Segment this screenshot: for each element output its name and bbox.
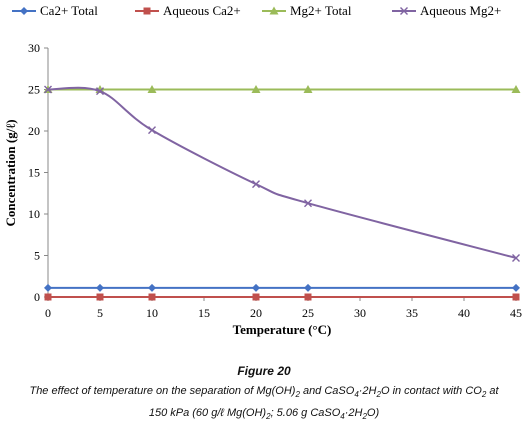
legend-item-aqueous-ca2: Aqueous Ca2+ <box>135 3 241 18</box>
data-point-aqueous-mg2 <box>96 87 104 96</box>
data-point-aqueous-mg2 <box>44 85 52 94</box>
caption-subscript: 2 <box>295 390 300 400</box>
legend-label: Aqueous Ca2+ <box>163 3 241 18</box>
legend-marker <box>269 6 279 15</box>
x-tick-label: 5 <box>97 306 103 320</box>
series-line-aqueous-mg2 <box>47 86 517 259</box>
legend-label: Aqueous Mg2+ <box>420 3 501 18</box>
y-tick-label: 0 <box>34 290 40 304</box>
y-axis-title: Concentration (g/ℓ) <box>3 119 18 226</box>
ticks: 0 5 10 15 20 25 30 35 40 45 0 5 10 15 20 25 30 <box>28 41 522 320</box>
x-tick-label: 0 <box>45 306 51 320</box>
series-layer <box>43 85 521 301</box>
data-point-aqueous-ca2 <box>512 293 520 301</box>
x-tick-label: 35 <box>406 306 418 320</box>
data-point-aqueous-ca2 <box>304 293 312 301</box>
caption-text: O) <box>366 407 380 420</box>
data-point-ca2-total <box>304 283 312 292</box>
legend-marker <box>143 7 151 15</box>
data-point-mg2-total <box>251 85 261 93</box>
caption-subscript: 2 <box>376 390 381 400</box>
legend-label: Mg2+ Total <box>290 3 352 18</box>
caption-text: O in contact with CO <box>380 385 482 397</box>
y-tick-label: 20 <box>28 124 40 138</box>
data-point-aqueous-ca2 <box>252 293 260 301</box>
data-point-aqueous-ca2 <box>148 293 156 301</box>
caption-subscript: 2 <box>266 412 271 422</box>
x-tick-label: 25 <box>302 306 314 320</box>
caption-text: ; 5.06 g CaSO <box>270 407 341 420</box>
series-aqueous-mg2 <box>44 85 520 262</box>
chart: Ca2+ Total Aqueous Ca2+ Mg2+ Total Aqueous … <box>3 3 522 337</box>
legend: Ca2+ Total Aqueous Ca2+ Mg2+ Total Aqueous … <box>12 3 501 18</box>
caption-text: ·2H <box>358 385 377 397</box>
figure-caption: Figure 20 The effect of temperature on t… <box>0 364 528 426</box>
caption-text: 150 kPa (60 g/ℓ Mg(OH) <box>148 407 267 420</box>
figure-label: Figure 20 <box>237 364 291 378</box>
legend-item-ca2-total: Ca2+ Total <box>12 3 98 18</box>
data-point-aqueous-mg2 <box>512 253 520 262</box>
legend-label: Ca2+ Total <box>40 3 98 18</box>
data-point-aqueous-ca2 <box>96 293 104 301</box>
legend-marker <box>20 7 28 15</box>
data-point-mg2-total <box>511 85 521 93</box>
caption-subscript: 4 <box>354 390 359 400</box>
series-mg2-total <box>43 85 521 93</box>
caption-text: at <box>486 385 499 397</box>
x-tick-label: 40 <box>458 306 470 320</box>
x-axis-title: Temperature (°C) <box>233 322 332 337</box>
data-point-mg2-total <box>147 85 157 93</box>
x-tick-label: 45 <box>510 306 522 320</box>
y-tick-label: 25 <box>28 83 40 97</box>
data-point-ca2-total <box>148 283 156 292</box>
data-point-ca2-total <box>44 283 52 292</box>
caption-subscript: 4 <box>340 412 345 422</box>
caption-text: and CaSO <box>299 385 355 397</box>
figure-description: The effect of temperature on the separat… <box>0 382 528 426</box>
data-point-ca2-total <box>252 283 260 292</box>
data-point-aqueous-mg2 <box>252 180 260 189</box>
data-point-ca2-total <box>96 283 104 292</box>
y-tick-label: 10 <box>28 207 40 221</box>
data-point-mg2-total <box>303 85 313 93</box>
legend-item-mg2-total: Mg2+ Total <box>262 3 352 18</box>
x-tick-label: 30 <box>354 306 366 320</box>
caption-subscript: 2 <box>481 390 487 400</box>
data-point-aqueous-ca2 <box>44 293 52 301</box>
caption-text: ·2H <box>344 407 363 420</box>
legend-item-aqueous-mg2: Aqueous Mg2+ <box>392 3 501 18</box>
y-tick-label: 30 <box>28 41 40 55</box>
data-point-aqueous-mg2 <box>304 199 312 208</box>
caption-text: The effect of temperature on the separat… <box>29 385 296 397</box>
series-aqueous-ca2 <box>44 293 520 301</box>
y-tick-label: 15 <box>28 166 40 180</box>
data-point-ca2-total <box>512 283 520 292</box>
x-tick-label: 15 <box>198 306 210 320</box>
axes <box>47 48 516 298</box>
data-point-aqueous-mg2 <box>148 126 156 135</box>
y-tick-label: 5 <box>34 249 40 263</box>
x-tick-label: 10 <box>146 306 158 320</box>
caption-subscript: 2 <box>362 412 367 422</box>
legend-marker <box>400 7 408 15</box>
series-ca2-total <box>44 283 520 292</box>
x-tick-label: 20 <box>250 306 262 320</box>
